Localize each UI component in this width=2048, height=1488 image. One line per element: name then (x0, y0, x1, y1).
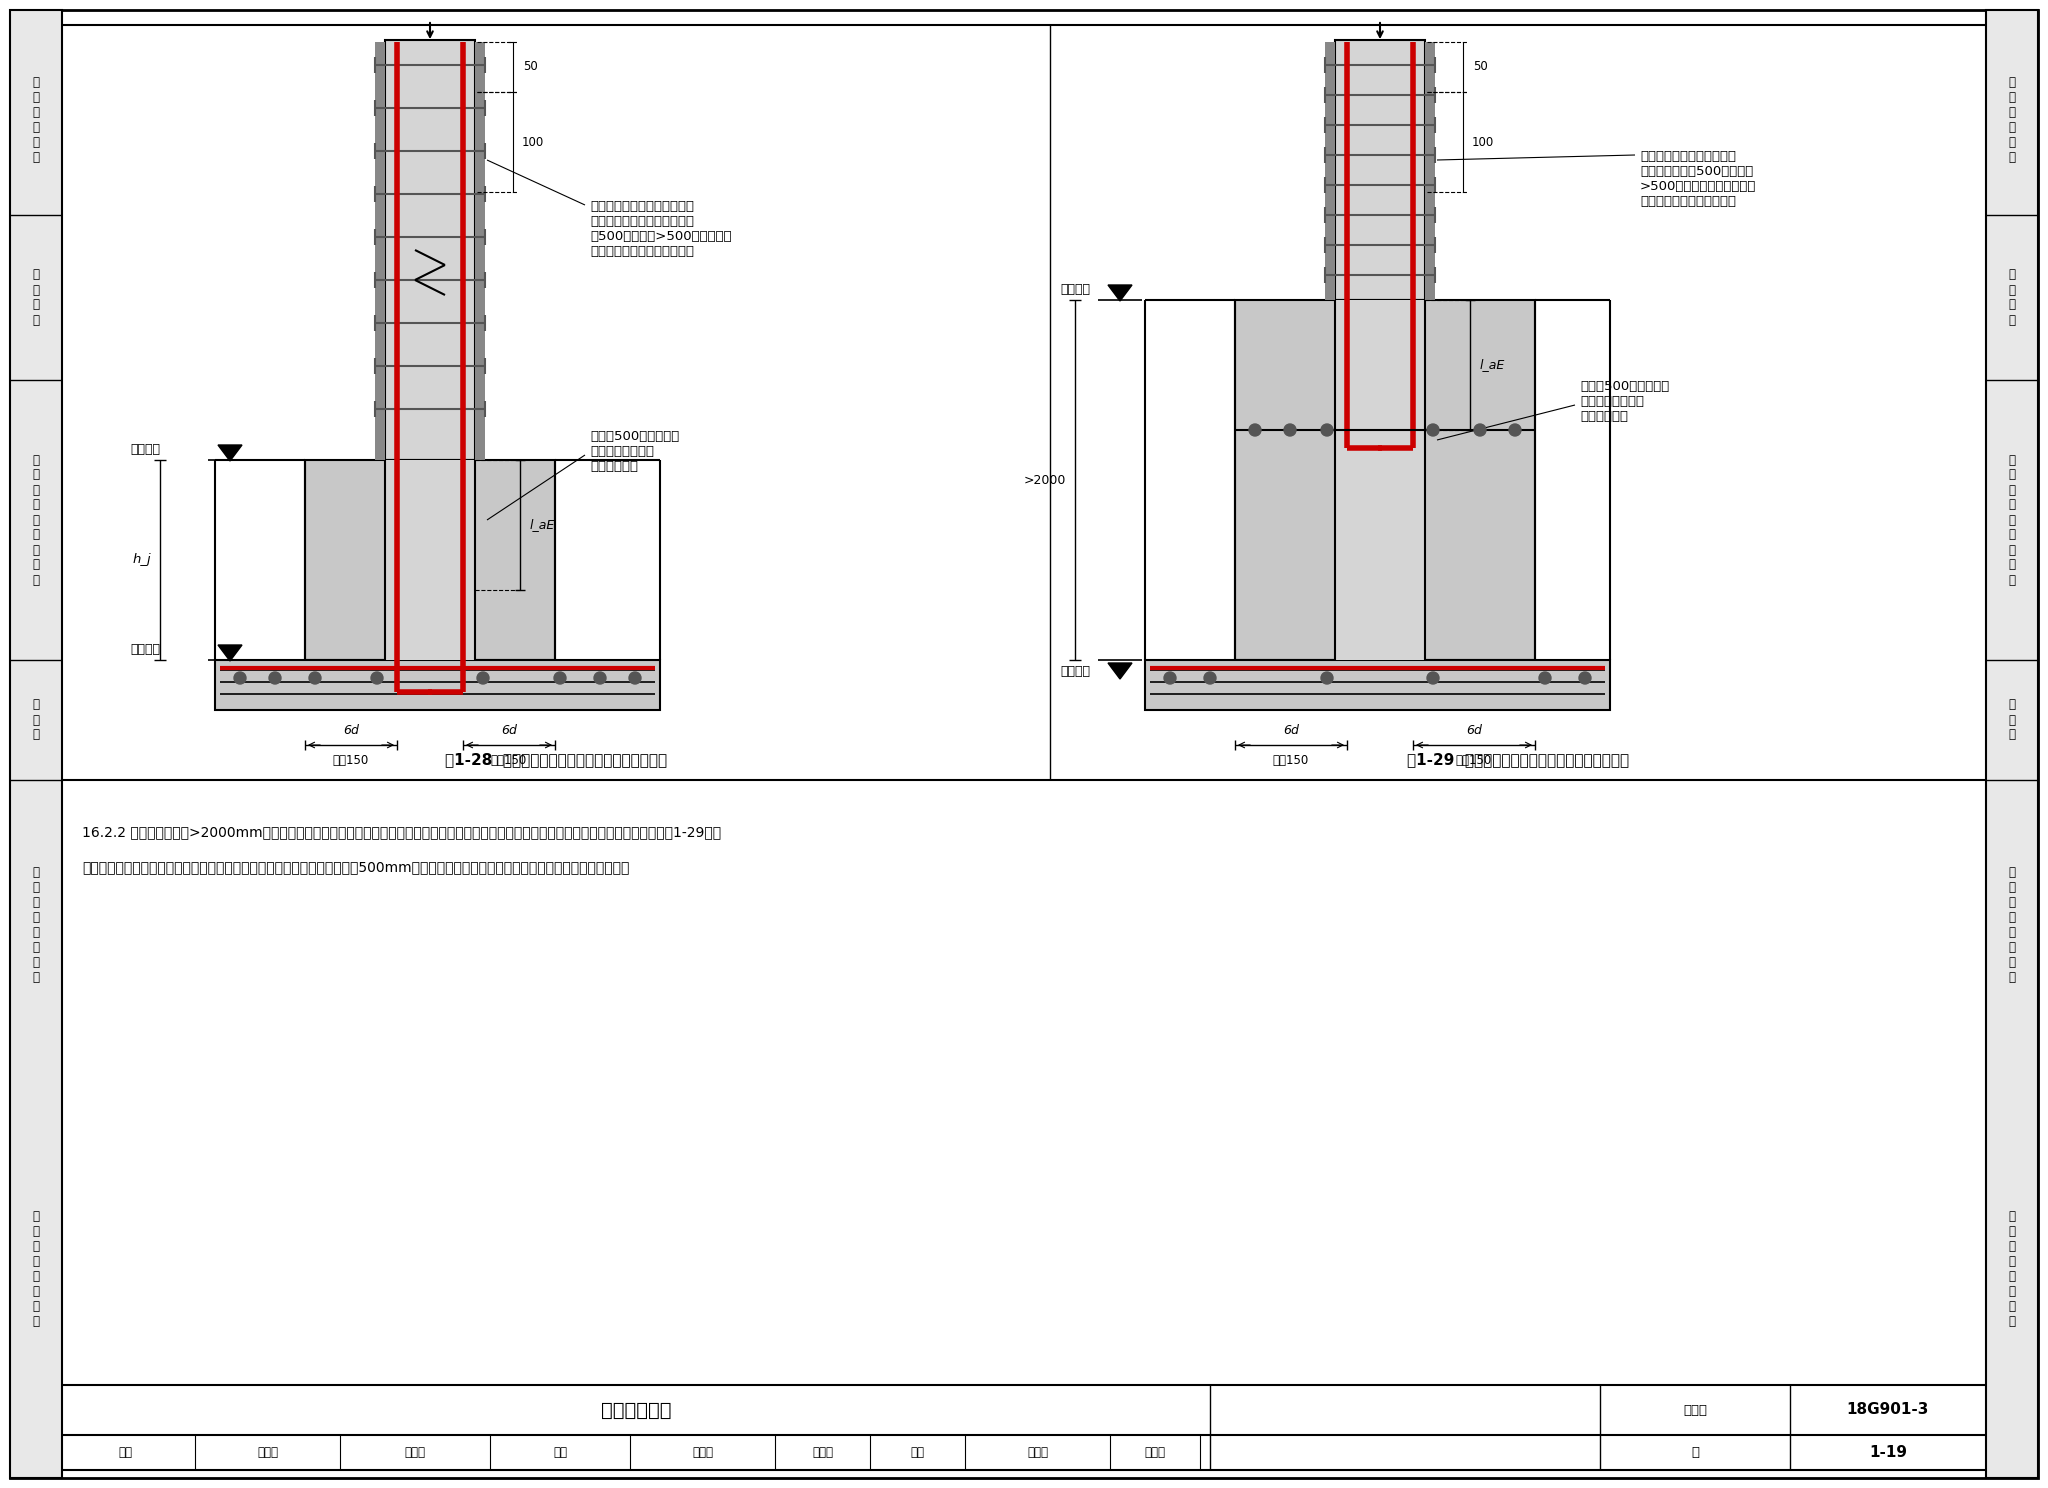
Text: 基础顶面: 基础顶面 (129, 443, 160, 455)
Text: 且＞150: 且＞150 (1274, 754, 1309, 768)
Text: 万怀亿: 万怀亿 (1145, 1446, 1165, 1460)
Bar (305, 460, 555, 661)
Text: 一般构造要求: 一般构造要求 (600, 1400, 672, 1420)
Text: 一
般
构
造
要
求: 一 般 构 造 要 求 (2009, 76, 2015, 164)
Bar (1325, 42, 1335, 301)
Circle shape (477, 673, 489, 684)
Text: 角部纵筋伸至基础板底部，支
承在底板钢筋网片上，且间距
＜500；当间距>500时，应将边
缘构件其他纵筋伸至钢筋网上: 角部纵筋伸至基础板底部，支 承在底板钢筋网片上，且间距 ＜500；当间距>500… (590, 199, 731, 257)
Text: 图1-29  边缘构件插筋在基础中的排布构造（二）: 图1-29 边缘构件插筋在基础中的排布构造（二） (1407, 753, 1628, 768)
Circle shape (1249, 424, 1262, 436)
Circle shape (1509, 424, 1522, 436)
Circle shape (1321, 673, 1333, 684)
Text: 伸至中间层钢筋网上的边缘构件（不包含端柱）角部纵筋之间间距不应大于500mm，不满足时应将边缘构件其他纵筋伸至中间层钢筋网片上。: 伸至中间层钢筋网上的边缘构件（不包含端柱）角部纵筋之间间距不应大于500mm，不… (82, 860, 629, 873)
Text: 100: 100 (522, 135, 545, 149)
Text: 100: 100 (1473, 135, 1495, 149)
Text: 16.2.2 当筏形基础板厚>2000mm且基础顶面与中间层钢筋网片的距离满足边缘构件插筋直锚长度时，应将角部纵筋支承在中间层钢筋网片上（图1-29）。: 16.2.2 当筏形基础板厚>2000mm且基础顶面与中间层钢筋网片的距离满足边… (82, 824, 721, 839)
Bar (475, 42, 485, 460)
Circle shape (629, 673, 641, 684)
Text: 王怀元: 王怀元 (1026, 1446, 1049, 1460)
Circle shape (1204, 673, 1217, 684)
Text: 与
基
础
有
关
的
构
造: 与 基 础 有 关 的 构 造 (2009, 866, 2015, 984)
Text: 独
立
基
础: 独 立 基 础 (33, 268, 39, 326)
Text: 一
般
构
造
要
求: 一 般 构 造 要 求 (33, 76, 39, 164)
Text: 6d: 6d (1466, 725, 1483, 738)
Text: 审核: 审核 (119, 1446, 131, 1460)
Text: l_aE: l_aE (528, 518, 555, 531)
Circle shape (233, 673, 246, 684)
Bar (1145, 661, 1610, 710)
Polygon shape (1108, 664, 1133, 679)
Bar (1335, 301, 1425, 661)
Text: >2000: >2000 (1024, 473, 1067, 487)
Text: 图集号: 图集号 (1683, 1403, 1706, 1417)
Text: 黄各叫: 黄各叫 (406, 1446, 426, 1460)
Bar (215, 661, 659, 710)
Text: 桩
基
础: 桩 基 础 (33, 698, 39, 741)
Circle shape (594, 673, 606, 684)
Text: 页: 页 (1692, 1446, 1700, 1460)
Circle shape (371, 673, 383, 684)
Polygon shape (1108, 286, 1133, 301)
Circle shape (1321, 424, 1333, 436)
Text: 条
形
基
础
与
筏
形
基
础: 条 形 基 础 与 筏 形 基 础 (33, 454, 39, 586)
Text: 条
形
基
础
与
筏
形
基
础: 条 形 基 础 与 筏 形 基 础 (2009, 454, 2015, 586)
Text: 与
基
础
有
关
的
构
造: 与 基 础 有 关 的 构 造 (33, 866, 39, 984)
Bar (1235, 301, 1536, 661)
Text: 曹云锋: 曹云锋 (692, 1446, 713, 1460)
Text: 6d: 6d (344, 725, 358, 738)
Text: 6d: 6d (502, 725, 516, 738)
Text: h_j: h_j (133, 554, 152, 567)
Bar (385, 40, 475, 460)
Circle shape (1163, 673, 1176, 684)
Text: 6d: 6d (1282, 725, 1298, 738)
Text: 与
基
础
有
关
的
构
造: 与 基 础 有 关 的 构 造 (2009, 1210, 2015, 1327)
Circle shape (309, 673, 322, 684)
Text: 且＞150: 且＞150 (1456, 754, 1493, 768)
Circle shape (1427, 424, 1440, 436)
Bar (1335, 40, 1425, 301)
Text: 图1-28  边缘构件插筋在基础中的排布构造（一）: 图1-28 边缘构件插筋在基础中的排布构造（一） (444, 753, 668, 768)
Text: 间距＜500，且不少于
两道矩形封闭箍筋
（非复合箍）: 间距＜500，且不少于 两道矩形封闭箍筋 （非复合箍） (1579, 379, 1669, 423)
Text: 间距＜500，且不少于
两道矩形封闭箍筋
（非复合箍）: 间距＜500，且不少于 两道矩形封闭箍筋 （非复合箍） (590, 430, 680, 473)
Text: 校对: 校对 (553, 1446, 567, 1460)
Text: 设计: 设计 (911, 1446, 924, 1460)
Text: 50: 50 (1475, 61, 1489, 73)
Text: 基础顶面: 基础顶面 (1061, 283, 1090, 296)
Polygon shape (217, 445, 242, 461)
Text: 18G901-3: 18G901-3 (1847, 1403, 1929, 1418)
Circle shape (1579, 673, 1591, 684)
Text: 基础底面: 基础底面 (1061, 665, 1090, 679)
Circle shape (1538, 673, 1550, 684)
Text: 1-19: 1-19 (1870, 1445, 1907, 1460)
Bar (385, 460, 475, 661)
Circle shape (1427, 673, 1440, 684)
Text: 黄志刚: 黄志刚 (256, 1446, 279, 1460)
Text: 50: 50 (524, 61, 539, 73)
Text: 且＞150: 且＞150 (492, 754, 526, 768)
Text: 贾二三: 贾二三 (811, 1446, 834, 1460)
Text: 且＞150: 且＞150 (334, 754, 369, 768)
Bar (10, 10, 61, 1478)
Bar (1425, 42, 1436, 301)
Bar (1987, 10, 2038, 1478)
Text: 独
立
基
础: 独 立 基 础 (2009, 268, 2015, 326)
Circle shape (1475, 424, 1487, 436)
Text: l_aE: l_aE (1479, 359, 1505, 372)
Circle shape (1284, 424, 1296, 436)
Polygon shape (217, 644, 242, 661)
Text: 基础底面: 基础底面 (129, 643, 160, 656)
Bar (375, 42, 385, 460)
Text: 角部纵筋伸至中间层钢筋网
片上，且间距＜500；当间距
>500时，应将边缘构件其他
纵筋伸至中间层钢筋网片上: 角部纵筋伸至中间层钢筋网 片上，且间距＜500；当间距 >500时，应将边缘构件… (1640, 150, 1757, 208)
Circle shape (555, 673, 565, 684)
Circle shape (268, 673, 281, 684)
Text: 与
基
础
有
关
的
构
造: 与 基 础 有 关 的 构 造 (33, 1210, 39, 1327)
Text: 桩
基
础: 桩 基 础 (2009, 698, 2015, 741)
